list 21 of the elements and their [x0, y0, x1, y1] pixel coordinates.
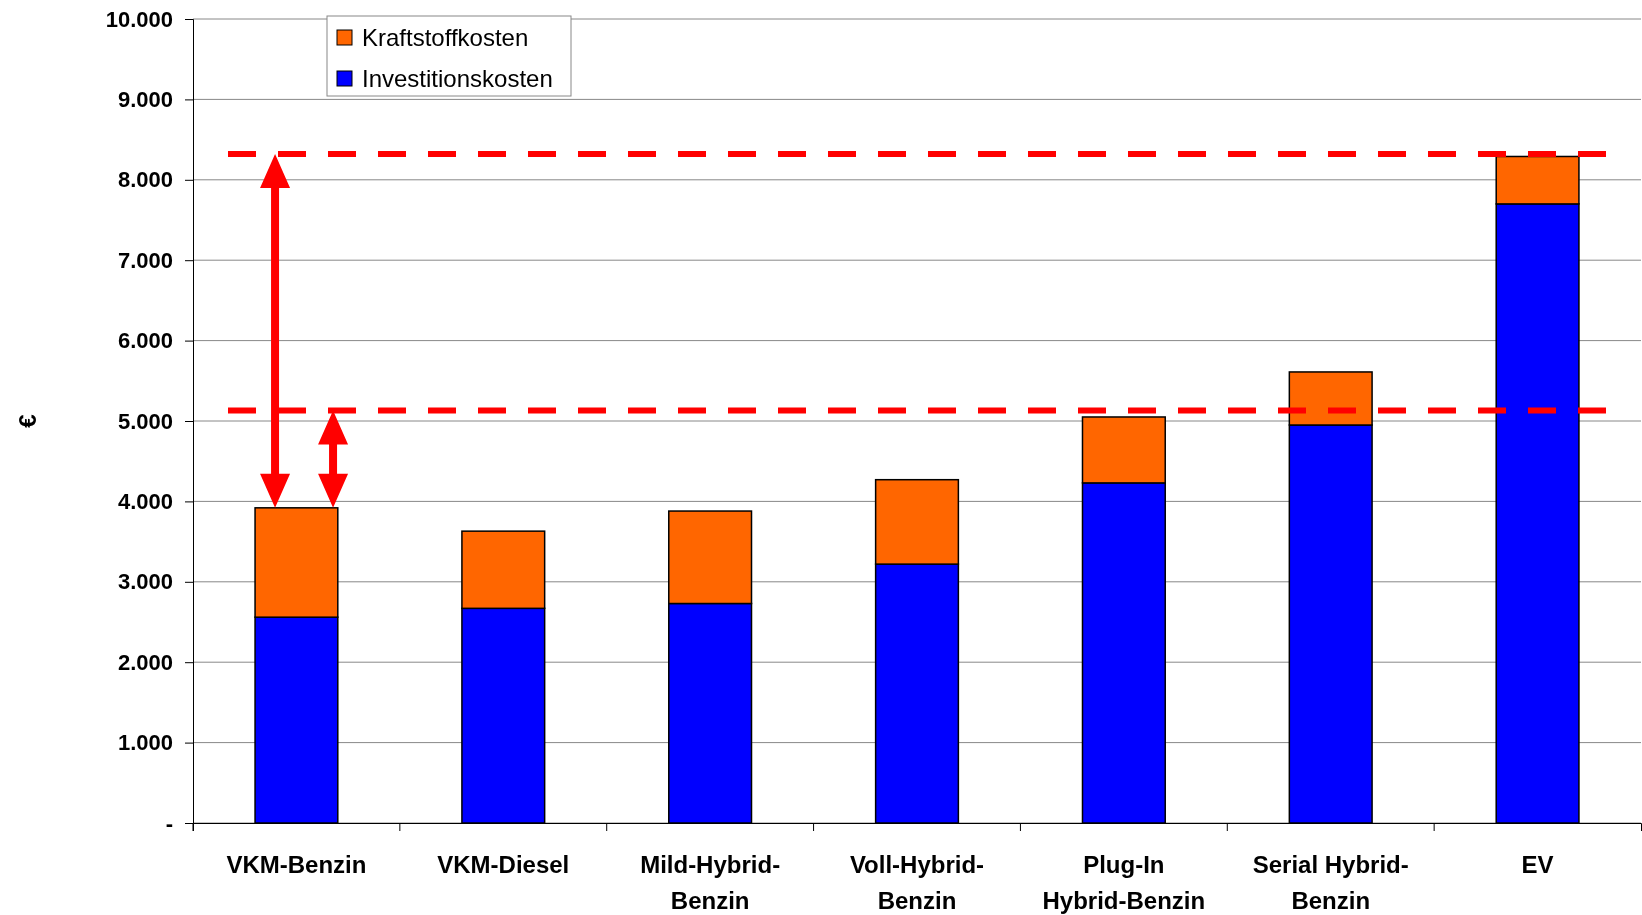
y-tick-label: 9.000 [117, 86, 173, 112]
x-tick-label: Mild-Hybrid- Benzin [640, 851, 781, 914]
y-tick-label: 2.000 [117, 649, 173, 675]
x-tick-label: Plug-In Hybrid-Benzin [1042, 851, 1206, 914]
legend-label: Investitionskosten [362, 65, 553, 92]
x-tick-label: EV [1521, 851, 1554, 878]
y-tick-label: 6.000 [117, 328, 173, 354]
y-axis-title: € [14, 414, 41, 428]
x-tick-label: VKM-Benzin [226, 851, 367, 878]
x-tick-label: Voll-Hybrid- Benzin [849, 851, 985, 914]
x-tick-label: VKM-Diesel [437, 851, 570, 878]
y-tick-label: 1.000 [117, 730, 173, 756]
y-tick-label: 5.000 [117, 408, 173, 434]
y-tick-label: 10.000 [105, 6, 173, 32]
y-tick-label: 7.000 [117, 247, 173, 273]
y-tick-label: 3.000 [117, 569, 173, 595]
x-tick-label: Serial Hybrid- Benzin [1252, 851, 1409, 914]
legend-label: Kraftstoffkosten [362, 24, 529, 51]
y-tick-label: 8.000 [117, 167, 173, 193]
y-tick-label: 4.000 [117, 488, 173, 514]
y-tick-label: - [165, 810, 173, 836]
